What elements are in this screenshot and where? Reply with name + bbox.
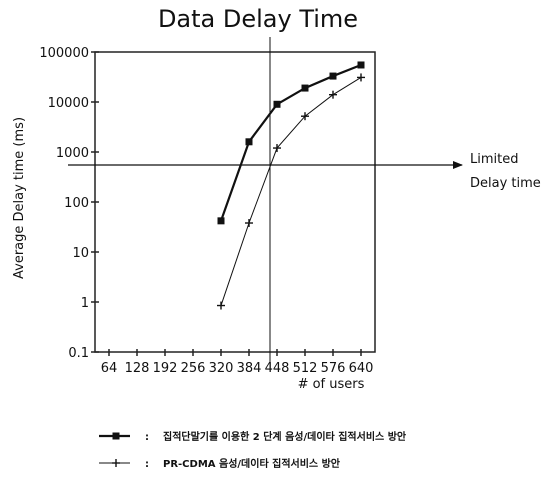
x-tick-label: 384	[237, 361, 262, 376]
legend-marker	[112, 459, 120, 467]
x-tick-label: 128	[125, 361, 150, 376]
series-1-line	[219, 63, 362, 222]
y-tick-label: 100	[64, 196, 89, 211]
y-tick-label: 1000	[56, 146, 89, 161]
limited-label-line2: Delay time	[470, 176, 541, 191]
y-axis-label: Average Delay time (ms)	[12, 117, 27, 279]
legend-label: 집적단말기를 이용한 2 단계 음성/데이타 집적서비스 방안	[163, 430, 407, 443]
y-tick-label: 0.1	[68, 346, 89, 361]
series-2-point	[217, 301, 225, 310]
legend-item-1: : 집적단말기를 이용한 2 단계 음성/데이타 집적서비스 방안	[99, 430, 407, 443]
series-2-point	[357, 73, 365, 82]
x-tick-label: 448	[265, 361, 290, 376]
series-1-point	[273, 100, 281, 108]
x-tick-label: 512	[293, 361, 318, 376]
chart-title: Data Delay Time	[158, 5, 358, 33]
x-tick-label: 320	[209, 361, 234, 376]
plot-area	[94, 51, 376, 353]
legend-label: PR-CDMA 음성/데이타 집적서비스 방안	[163, 457, 341, 470]
series-2-point	[301, 112, 309, 121]
y-axis: 0.1 1 10 100 1000 10000 100000	[39, 46, 99, 361]
legend-marker	[112, 432, 120, 440]
series-1-point	[357, 61, 365, 69]
limited-label-line1: Limited	[470, 152, 518, 167]
reference-lines	[68, 37, 463, 370]
series-1-point	[245, 138, 253, 146]
series-2-point	[329, 90, 337, 99]
series-1-point	[217, 217, 225, 225]
legend-item-2: : PR-CDMA 음성/데이타 집적서비스 방안	[99, 457, 341, 470]
y-tick-label: 1	[81, 296, 89, 311]
series-2-point	[245, 219, 253, 228]
y-tick-label: 100000	[39, 46, 89, 61]
x-axis: 64 128 192 256 320 384 448 512 576 640	[101, 349, 374, 376]
series-2-point	[273, 144, 281, 153]
x-tick-label: 256	[181, 361, 206, 376]
x-tick-label: 64	[101, 361, 118, 376]
series-1	[217, 61, 365, 225]
legend-separator: :	[145, 432, 149, 443]
y-tick-label: 10000	[48, 96, 89, 111]
legend: : 집적단말기를 이용한 2 단계 음성/데이타 집적서비스 방안: PR-CDMA…	[99, 430, 407, 470]
x-tick-label: 192	[153, 361, 178, 376]
x-axis-label: # of users	[298, 377, 365, 392]
series-layer	[217, 61, 365, 310]
y-tick-label: 10	[72, 246, 89, 261]
legend-separator: :	[145, 459, 149, 470]
limited-delay-label: Limited Delay time	[470, 152, 541, 191]
x-tick-label: 576	[321, 361, 346, 376]
series-1-point	[301, 84, 309, 92]
series-2-line	[220, 77, 362, 306]
series-1-point	[329, 72, 337, 80]
series-2	[217, 73, 365, 310]
x-tick-label: 640	[349, 361, 374, 376]
